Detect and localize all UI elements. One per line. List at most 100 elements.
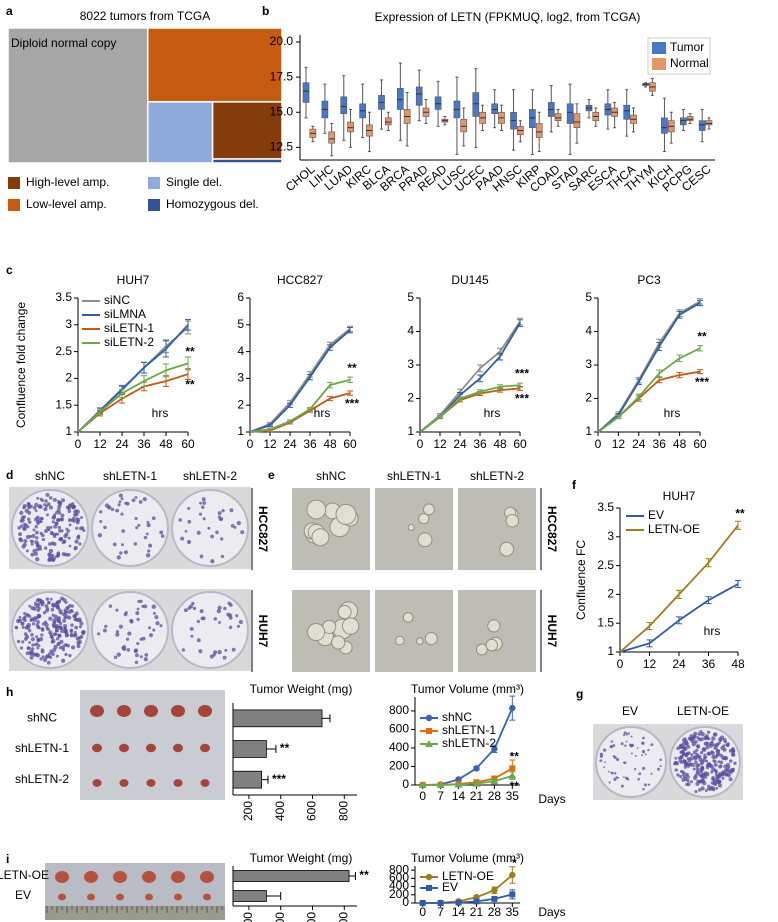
tumor	[87, 893, 95, 901]
colony	[647, 749, 650, 752]
colony	[74, 509, 78, 513]
box	[347, 121, 354, 133]
colony	[57, 511, 62, 515]
colony	[51, 556, 56, 561]
row-label: HCC827	[545, 506, 559, 552]
colony	[713, 762, 718, 767]
series-line	[249, 392, 351, 433]
colony	[52, 618, 57, 623]
colony	[690, 762, 695, 768]
colony	[659, 758, 662, 762]
colony	[144, 653, 149, 657]
dish	[91, 591, 169, 669]
colony	[647, 783, 651, 786]
colony	[217, 605, 222, 610]
colony	[34, 530, 39, 535]
colony	[607, 770, 610, 773]
colony	[683, 761, 688, 766]
colony	[684, 754, 688, 758]
colony	[30, 647, 35, 651]
y-tick-label: 800	[389, 862, 409, 876]
colony	[228, 603, 233, 607]
marker	[472, 779, 481, 787]
y-tick-label: 2	[585, 391, 592, 405]
colony	[22, 618, 27, 623]
colony	[137, 523, 141, 527]
colony	[47, 652, 52, 656]
y-tick-label: 2	[407, 391, 414, 405]
marker	[436, 781, 445, 788]
colony	[180, 536, 185, 541]
colony	[631, 743, 635, 747]
colony	[674, 756, 678, 760]
colony	[68, 523, 72, 527]
marker	[473, 898, 480, 905]
colony	[152, 628, 156, 632]
colony	[27, 504, 31, 508]
tumor	[90, 705, 104, 717]
y-tick-label: 3	[237, 371, 244, 385]
colony	[682, 759, 686, 763]
colony	[706, 784, 711, 788]
x-tick-label: 60	[513, 437, 527, 451]
bar	[232, 740, 267, 758]
colony	[147, 549, 151, 553]
colony	[47, 528, 51, 532]
colony	[44, 604, 49, 608]
colony	[74, 625, 79, 630]
marker	[509, 704, 516, 712]
significance: **	[280, 741, 290, 755]
colony	[126, 648, 131, 652]
tumor	[174, 893, 182, 901]
colony	[56, 508, 61, 513]
colony	[221, 508, 225, 513]
colony	[705, 745, 710, 750]
significance: **	[510, 749, 520, 763]
colony	[686, 751, 690, 756]
colony	[612, 744, 616, 747]
colony	[138, 500, 143, 504]
y-tick-label: 4	[237, 344, 244, 358]
x-tick-label: 36	[702, 657, 716, 671]
colony	[230, 524, 235, 528]
colony	[26, 517, 31, 521]
colony	[24, 634, 30, 639]
colony	[707, 787, 711, 791]
colony	[14, 625, 18, 629]
colony	[700, 762, 704, 766]
x-tick-label: 24	[453, 437, 467, 451]
column-label: shLETN-2	[183, 469, 237, 483]
colony	[696, 763, 701, 767]
tumor	[144, 705, 158, 717]
x-tick-label: 12	[263, 437, 277, 451]
colony	[41, 537, 46, 542]
colony	[30, 552, 35, 557]
colony	[31, 533, 36, 539]
colony	[99, 510, 103, 514]
box	[529, 109, 536, 128]
colony	[50, 652, 55, 656]
colony	[36, 625, 41, 629]
y-tick-label: 15.0	[270, 104, 294, 118]
series-line	[249, 378, 351, 433]
colony	[32, 653, 36, 657]
colony	[32, 506, 37, 510]
colony	[45, 626, 49, 630]
colony	[728, 777, 733, 782]
x-tick-label: 14	[452, 789, 466, 803]
colony	[730, 748, 735, 752]
marker	[509, 891, 516, 898]
colony	[722, 757, 726, 761]
colony	[120, 512, 124, 516]
legend-swatch	[8, 199, 20, 211]
category-label: EV	[15, 888, 31, 902]
colony	[608, 781, 611, 784]
colony	[699, 750, 704, 755]
colony	[207, 526, 211, 530]
legend-label: siLMNA	[104, 307, 146, 321]
box	[472, 92, 480, 117]
colony	[27, 520, 32, 524]
colony	[112, 542, 117, 547]
sphere	[331, 635, 346, 650]
sphere	[337, 605, 352, 620]
